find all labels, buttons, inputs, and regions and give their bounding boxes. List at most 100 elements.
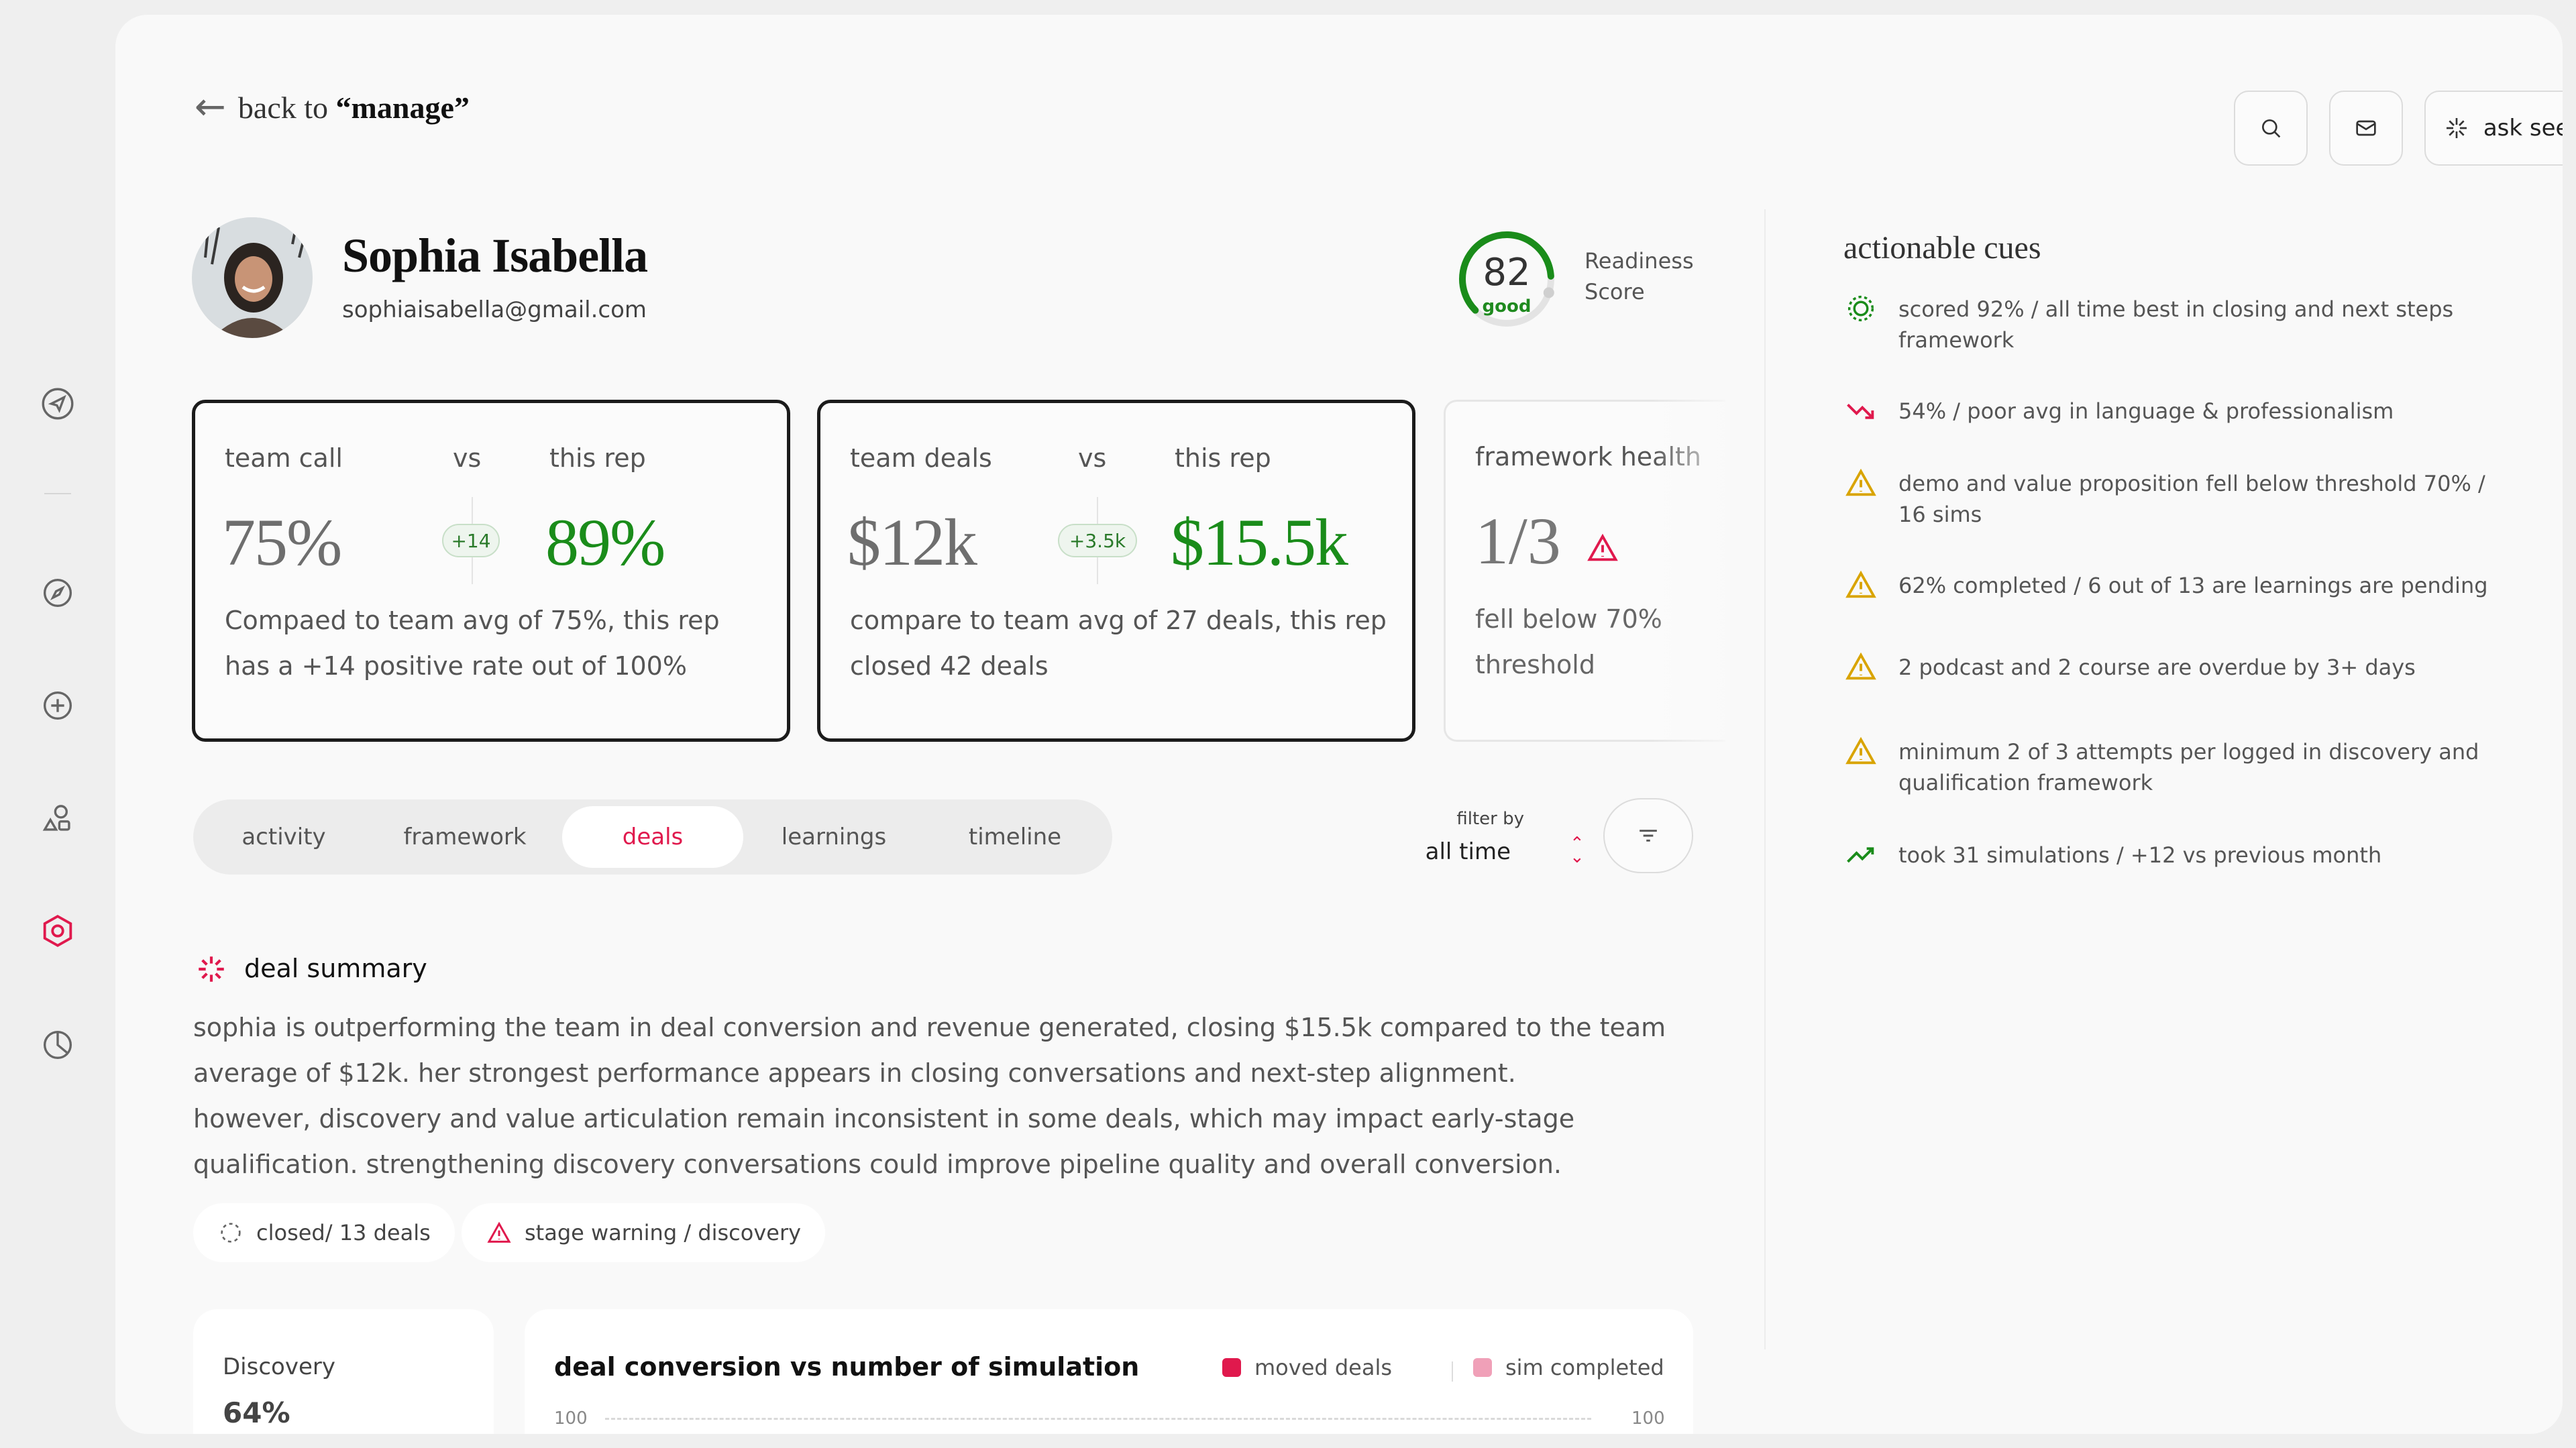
filter-icon — [1640, 830, 1657, 842]
team-deals-description: compare to team avg of 27 deals, this re… — [850, 606, 1387, 681]
cue-item[interactable]: took 31 simulations / +12 vs previous mo… — [1843, 840, 2514, 872]
chart-title: deal conversion vs number of simulation — [554, 1352, 1140, 1382]
stage-warning-label: stage warning / discovery — [525, 1220, 802, 1245]
pie-chart-icon[interactable] — [36, 1023, 79, 1066]
cue-text: minimum 2 of 3 attempts per logged in di… — [1898, 739, 2479, 795]
this-rep-label: this rep — [1175, 443, 1271, 473]
warning-icon — [1845, 468, 1876, 496]
avatar — [192, 217, 313, 338]
ask-seek-label: ask seek — [2483, 115, 2563, 142]
warning-icon — [487, 1221, 511, 1243]
card-fade — [1652, 400, 1739, 742]
readiness-gauge — [1459, 231, 1554, 327]
y-axis-right-top: 100 — [1631, 1408, 1665, 1429]
cue-item[interactable]: 54% / poor avg in language & professiona… — [1843, 396, 2514, 428]
y-axis-left-top: 100 — [554, 1408, 588, 1429]
team-deals-label: team deals — [850, 443, 992, 473]
warning-icon — [1845, 736, 1876, 765]
dashed-circle-icon — [221, 1223, 241, 1243]
delta-badge: +14 — [442, 524, 500, 557]
legend-sim-label: sim completed — [1505, 1355, 1664, 1380]
ask-seek-button[interactable]: ask seek — [2424, 91, 2563, 166]
readiness-label: Readiness Score — [1585, 248, 1694, 304]
tab-deals[interactable]: deals — [562, 806, 743, 868]
add-circle-icon[interactable] — [36, 684, 79, 727]
legend-moved-deals: moved deals — [1222, 1355, 1392, 1380]
team-call-description: Compaed to team avg of 75%, this rep has… — [225, 606, 720, 681]
cue-text: scored 92% / all time best in closing an… — [1898, 296, 2454, 353]
target-icon — [1847, 295, 1874, 322]
vs-label: vs — [453, 443, 482, 473]
readiness-status: good — [1482, 296, 1532, 317]
framework-health-description: fell below 70% threshold — [1475, 604, 1662, 679]
team-call-label: team call — [225, 443, 343, 473]
stage-value: 64% — [223, 1396, 290, 1429]
legend-sim-completed: sim completed — [1473, 1355, 1664, 1380]
tab-framework[interactable]: framework — [403, 824, 527, 850]
send-icon[interactable] — [36, 382, 79, 425]
legend-divider — [1452, 1361, 1453, 1382]
cue-item[interactable]: demo and value proposition fell below th… — [1843, 468, 2514, 530]
cue-item[interactable]: scored 92% / all time best in closing an… — [1843, 294, 2514, 355]
this-rep-call-value: 89% — [545, 505, 665, 579]
tab-timeline[interactable]: timeline — [968, 824, 1062, 850]
team-deals-value: $12k — [847, 505, 977, 579]
filter-label: filter by — [1456, 809, 1524, 829]
mail-button[interactable] — [2329, 91, 2403, 166]
cue-item[interactable]: 62% completed / 6 out of 13 are learning… — [1843, 570, 2514, 602]
closed-deals-chip[interactable]: closed/ 13 deals — [193, 1203, 455, 1262]
readiness-value: 82 — [1483, 251, 1531, 294]
this-rep-label: this rep — [549, 443, 646, 473]
team-deals-card[interactable]: team deals vs this rep $12k +3.5k $15.5k… — [817, 400, 1415, 742]
team-call-card[interactable]: team call vs this rep 75% +14 89% Compae… — [192, 400, 790, 742]
trend-down-icon — [1847, 403, 1874, 419]
team-call-value: 75% — [222, 505, 342, 579]
legend-swatch-sim — [1473, 1358, 1492, 1377]
side-rail — [0, 0, 115, 1448]
arrow-left-icon: ← — [195, 85, 226, 129]
cue-text: took 31 simulations / +12 vs previous mo… — [1898, 842, 2382, 868]
search-button[interactable] — [2234, 91, 2308, 166]
chevron-updown-icon[interactable]: ⌃ ⌄ — [1570, 834, 1585, 867]
trend-up-icon — [1847, 847, 1874, 863]
closed-deals-label: closed/ 13 deals — [256, 1220, 431, 1245]
filter-button[interactable] — [1603, 798, 1693, 873]
vs-label: vs — [1078, 443, 1107, 473]
legend-swatch-moved — [1222, 1358, 1241, 1377]
cue-text: 54% / poor avg in language & professiona… — [1898, 398, 2394, 424]
tab-bar: activity framework deals learnings timel… — [193, 799, 1112, 875]
rail-divider — [44, 493, 71, 494]
tab-activity[interactable]: activity — [241, 824, 326, 850]
cue-text: demo and value proposition fell below th… — [1898, 471, 2485, 527]
cue-item[interactable]: 2 podcast and 2 course are overdue by 3+… — [1843, 652, 2514, 684]
tab-learnings[interactable]: learnings — [781, 824, 887, 850]
cue-item[interactable]: minimum 2 of 3 attempts per logged in di… — [1843, 736, 2514, 798]
main-panel: ← back to “manage” ask seek Sophia Isabe… — [115, 15, 2563, 1434]
back-target: “manage” — [335, 90, 470, 125]
warning-icon — [1845, 652, 1876, 680]
back-prefix: back to — [237, 90, 336, 125]
deal-summary-paragraph-2: however, discovery and value articulatio… — [193, 1104, 1575, 1179]
column-divider — [1764, 209, 1766, 1349]
compass-icon[interactable] — [36, 571, 79, 614]
shapes-icon[interactable] — [36, 797, 79, 840]
this-rep-deals-value: $15.5k — [1171, 505, 1348, 579]
delta-badge: +3.5k — [1058, 524, 1137, 557]
rep-name: Sophia Isabella — [342, 229, 648, 282]
deal-summary-paragraph-1: sophia is outperforming the team in deal… — [193, 1013, 1666, 1088]
mail-icon — [2356, 120, 2376, 136]
stage-title: Discovery — [223, 1353, 335, 1380]
sparkle-icon — [2446, 118, 2467, 138]
cues-title: actionable cues — [1843, 230, 2041, 266]
back-link[interactable]: ← back to “manage” — [195, 89, 470, 126]
stage-warning-chip[interactable]: stage warning / discovery — [462, 1203, 826, 1262]
filter-value[interactable]: all time — [1425, 838, 1511, 865]
rep-email: sophiaisabella@gmail.com — [342, 296, 647, 323]
warning-icon — [1845, 570, 1876, 598]
search-icon — [2262, 119, 2281, 138]
sparkle-icon — [199, 956, 224, 982]
discovery-card[interactable]: Discovery 64% — [193, 1309, 494, 1434]
gridline — [605, 1418, 1591, 1420]
manage-icon[interactable] — [36, 909, 79, 952]
warning-icon — [1587, 533, 1618, 561]
